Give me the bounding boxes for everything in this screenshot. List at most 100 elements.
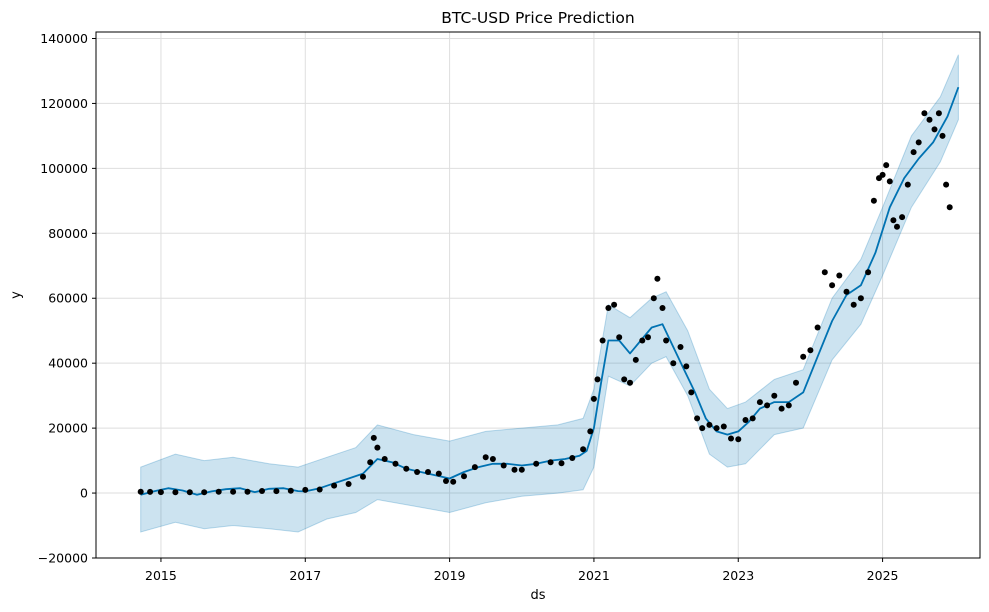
observed-point (244, 488, 251, 495)
observed-point (879, 171, 886, 178)
observed-point (814, 324, 821, 331)
observed-point (616, 334, 623, 341)
observed-point (899, 214, 906, 221)
y-tick-label: 120000 (40, 96, 88, 111)
uncertainty-band (140, 54, 959, 533)
observed-point (694, 415, 701, 422)
observed-point (360, 473, 366, 480)
observed-point (910, 149, 917, 156)
observed-point (865, 269, 872, 276)
observed-point (935, 110, 942, 117)
observed-point (670, 360, 677, 367)
observed-point (533, 460, 540, 467)
y-tick-label: 80000 (48, 226, 88, 241)
observed-point (659, 305, 666, 311)
y-tick-label: 20000 (48, 421, 88, 436)
observed-point (302, 486, 309, 493)
observed-point (915, 139, 922, 146)
observed-point (381, 456, 388, 462)
observed-point (894, 223, 900, 230)
observed-point (403, 465, 410, 472)
observed-point (443, 478, 449, 484)
observed-point (756, 399, 763, 406)
observed-point (287, 487, 294, 494)
observed-point (569, 455, 576, 461)
observed-point (699, 425, 706, 432)
observed-point (870, 197, 877, 204)
observed-point (706, 421, 713, 428)
x-tick-label: 2019 (434, 568, 466, 583)
y-tick-label: 40000 (48, 356, 88, 371)
observed-point (547, 459, 554, 466)
observed-point (728, 435, 734, 442)
observed-point (482, 454, 489, 461)
observed-point (857, 295, 864, 302)
observed-point (639, 337, 646, 344)
observed-point (511, 466, 518, 473)
observed-point (370, 434, 377, 441)
observed-point (807, 347, 814, 354)
observed-point (594, 376, 601, 383)
grid-lines (96, 32, 980, 559)
observed-point (764, 402, 771, 409)
observed-point (599, 337, 606, 344)
observed-point (688, 389, 695, 396)
observed-point (374, 444, 381, 451)
observed-point (632, 356, 639, 363)
observed-point (147, 488, 154, 495)
observed-point (677, 344, 684, 350)
observed-point (580, 446, 587, 453)
observed-point (720, 423, 727, 430)
observed-point (172, 489, 179, 496)
observed-point (771, 392, 778, 399)
observed-point (201, 489, 208, 496)
observed-point (425, 469, 431, 475)
chart-title: BTC-USD Price Prediction (441, 9, 634, 27)
observed-point (650, 295, 657, 302)
observed-point (500, 462, 507, 469)
x-axis: 2015 2017 2019 2021 2023 2025 (145, 558, 898, 583)
observed-point (435, 470, 442, 477)
observed-point (590, 395, 597, 402)
observed-point (742, 417, 749, 423)
x-axis-label: ds (530, 588, 545, 603)
y-tick-label: 140000 (40, 31, 88, 46)
uncertainty-band-area (140, 54, 959, 533)
observed-point (215, 488, 222, 495)
observed-point (273, 488, 280, 495)
observed-point (461, 473, 467, 480)
observed-point (946, 204, 953, 211)
observed-point (829, 282, 836, 289)
observed-point (850, 301, 857, 308)
y-tick-label: 60000 (48, 291, 88, 306)
y-tick-label: 0 (80, 486, 88, 501)
observed-point (886, 178, 893, 185)
observed-point (518, 466, 525, 473)
observed-point (778, 405, 785, 412)
observed-point (921, 110, 928, 117)
observed-point (345, 481, 352, 487)
observed-point (836, 272, 843, 279)
observed-point (587, 428, 594, 435)
observed-point (230, 488, 237, 495)
observed-point (890, 217, 897, 224)
observed-point (471, 464, 478, 471)
x-tick-label: 2017 (289, 568, 321, 583)
x-tick-label: 2023 (722, 568, 754, 583)
observed-point (713, 425, 720, 432)
observed-point (800, 353, 807, 360)
y-axis-label: y (9, 291, 24, 299)
x-tick-label: 2025 (867, 568, 899, 583)
observed-point (904, 181, 911, 188)
observed-point (785, 402, 792, 409)
observed-point (611, 301, 618, 308)
observed-point (735, 436, 742, 443)
observed-point (939, 132, 946, 139)
observed-point (331, 482, 338, 489)
observed-point (450, 478, 457, 485)
x-tick-label: 2021 (578, 568, 610, 583)
observed-point (157, 489, 164, 496)
observed-point (392, 460, 399, 467)
